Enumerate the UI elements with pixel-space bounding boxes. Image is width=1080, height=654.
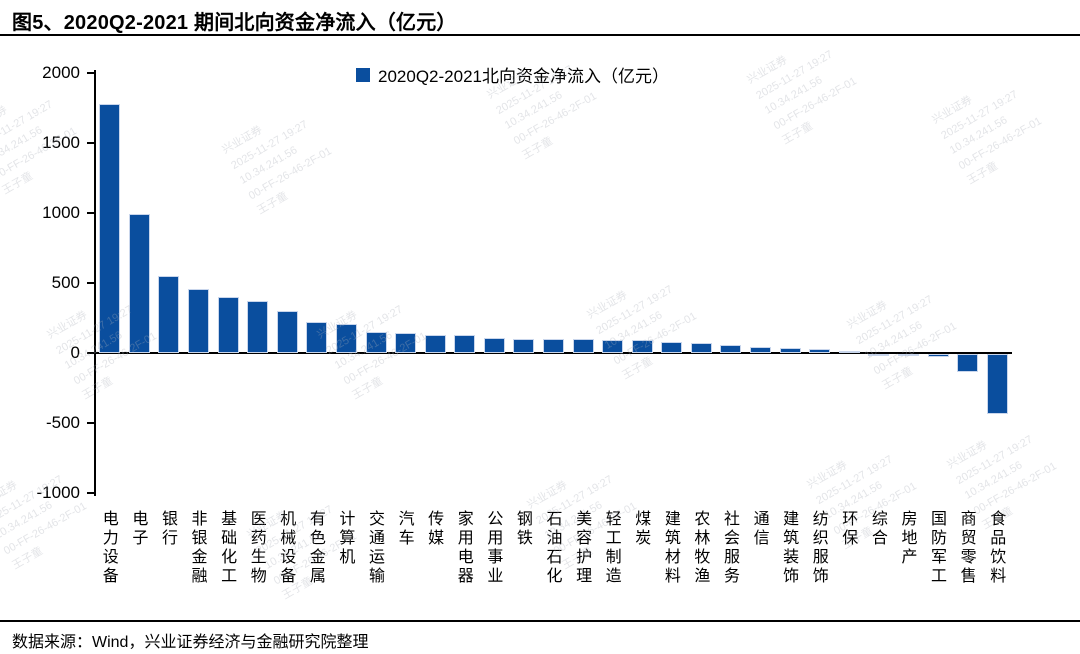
x-axis-label: 计算机 [336, 510, 354, 567]
y-tick-mark [87, 492, 95, 494]
x-axis-label: 建筑材料 [661, 510, 679, 586]
x-axis-label: 农林牧渔 [691, 510, 709, 586]
x-axis-label: 环保 [839, 510, 857, 548]
x-axis-label: 纺织服饰 [809, 510, 827, 586]
bar-电子 [128, 214, 150, 353]
footer-divider [0, 620, 1080, 622]
y-tick-label: 1000 [42, 203, 80, 222]
bar-轻工制造 [602, 339, 624, 353]
y-tick-mark [87, 142, 95, 144]
plot-area [94, 70, 1012, 496]
x-axis-labels: 电力设备 电子 银行 非银金融 基础化工 医药生物 机械设备 有色金属 计算机 交通运输 汽车 传媒家… [95, 510, 1012, 640]
bar-基础化工 [217, 297, 239, 353]
y-tick-mark [87, 282, 95, 284]
y-tick-mark [87, 72, 95, 74]
x-axis-label: 机械设备 [277, 510, 295, 586]
legend-label: 2020Q2-2021北向资金净流入（亿元） [378, 67, 669, 86]
y-tick-label: 500 [51, 273, 80, 292]
bar-传媒 [424, 334, 446, 353]
x-axis-label: 石油石化 [543, 510, 561, 586]
x-axis-label: 煤炭 [632, 510, 650, 548]
bar-通信 [750, 347, 772, 353]
bar-石油石化 [543, 339, 564, 353]
x-axis-label: 银行 [158, 510, 176, 548]
x-axis-label: 基础化工 [218, 510, 236, 586]
x-axis-zero-line [95, 352, 1012, 354]
x-axis-label: 钢铁 [513, 510, 531, 548]
bar-食品饮料 [986, 354, 1008, 414]
y-tick-label: 0 [70, 343, 80, 362]
bar-银行 [158, 276, 180, 353]
x-axis-label: 电力设备 [99, 510, 117, 586]
data-source-note: 数据来源：Wind，兴业证券经济与金融研究院整理 [12, 634, 369, 651]
bar-公用事业 [483, 337, 505, 353]
x-axis-label: 电子 [129, 510, 147, 548]
title-divider [0, 34, 1080, 36]
x-axis-label: 医药生物 [247, 510, 265, 586]
legend: 2020Q2-2021北向资金净流入（亿元） [356, 62, 669, 87]
chart-title: 图5、2020Q2-2021 期间北向资金净流入（亿元） [12, 12, 457, 34]
y-tick-label: 2000 [42, 63, 80, 82]
x-axis-label: 有色金属 [306, 510, 324, 586]
bar-非银金融 [188, 289, 210, 353]
x-axis-label: 汽车 [395, 510, 413, 548]
x-axis-label: 综合 [868, 510, 886, 548]
x-axis-label: 房地产 [898, 510, 916, 567]
y-tick-mark [87, 352, 95, 354]
x-axis-label: 美容护理 [573, 510, 591, 586]
x-axis-label: 传媒 [425, 510, 443, 548]
bar-医药生物 [247, 300, 269, 353]
bar-房地产 [897, 354, 919, 356]
x-axis-label: 非银金融 [188, 510, 206, 586]
bar-建筑装饰 [779, 348, 801, 353]
bar-有色金属 [306, 322, 328, 353]
bar-机械设备 [276, 311, 298, 353]
y-tick-mark [87, 212, 95, 214]
y-tick-label: 1500 [42, 133, 80, 152]
bar-电力设备 [99, 103, 121, 353]
y-tick-mark [87, 422, 95, 424]
x-axis-label: 社会服务 [720, 510, 738, 586]
x-axis-label: 商贸零售 [957, 510, 975, 586]
bar-计算机 [335, 323, 357, 353]
x-axis-label: 通信 [750, 510, 768, 548]
bar-交通运输 [365, 332, 387, 353]
bar-商贸零售 [957, 354, 979, 373]
bar-家用电器 [454, 335, 476, 353]
bar-煤炭 [631, 340, 653, 353]
bar-综合 [868, 354, 890, 356]
x-axis-label: 家用电器 [454, 510, 472, 586]
y-tick-label: -1000 [36, 483, 80, 502]
x-axis-label: 国防军工 [928, 510, 946, 586]
x-axis-label: 食品饮料 [987, 510, 1005, 586]
watermark-text: 00-FF-26-46-2F-01 [1, 499, 89, 558]
x-axis-label: 公用事业 [484, 510, 502, 586]
bar-纺织服饰 [809, 349, 831, 353]
watermark: 兴业证券 2025-11-27 19:27 10.34.241.56 00-FF-26… [0, 453, 99, 576]
legend-marker [356, 67, 370, 82]
watermark-text: 兴业证券 [0, 104, 10, 137]
watermark-text: 王子童 [10, 545, 46, 573]
bar-汽车 [395, 332, 417, 353]
bar-环保 [838, 351, 860, 354]
x-axis-label: 建筑装饰 [780, 510, 798, 586]
bar-国防军工 [927, 354, 949, 358]
bar-建筑材料 [661, 341, 683, 353]
x-axis-label: 交通运输 [366, 510, 384, 586]
bar-钢铁 [513, 338, 535, 353]
x-axis-label: 轻工制造 [602, 510, 620, 586]
y-axis-line [94, 70, 96, 496]
y-tick-label: -500 [45, 413, 80, 432]
bar-社会服务 [720, 344, 742, 353]
bar-农林牧渔 [690, 343, 712, 353]
bar-美容护理 [572, 339, 594, 353]
